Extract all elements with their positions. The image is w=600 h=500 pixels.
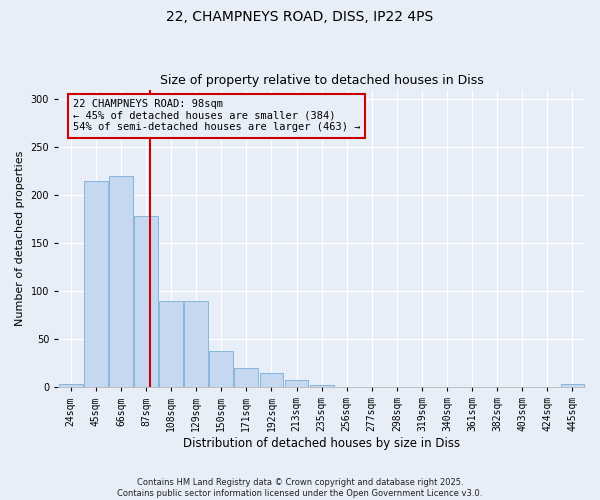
Bar — [284, 380, 308, 387]
Bar — [260, 373, 283, 387]
Bar — [560, 384, 584, 387]
Bar — [184, 301, 208, 387]
Title: Size of property relative to detached houses in Diss: Size of property relative to detached ho… — [160, 74, 484, 87]
Bar — [159, 301, 183, 387]
Y-axis label: Number of detached properties: Number of detached properties — [15, 150, 25, 326]
Text: 22, CHAMPNEYS ROAD, DISS, IP22 4PS: 22, CHAMPNEYS ROAD, DISS, IP22 4PS — [166, 10, 434, 24]
Bar — [84, 181, 108, 387]
Bar — [209, 350, 233, 387]
Text: 22 CHAMPNEYS ROAD: 98sqm
← 45% of detached houses are smaller (384)
54% of semi-: 22 CHAMPNEYS ROAD: 98sqm ← 45% of detach… — [73, 99, 360, 132]
Text: Contains HM Land Registry data © Crown copyright and database right 2025.
Contai: Contains HM Land Registry data © Crown c… — [118, 478, 482, 498]
Bar — [109, 176, 133, 387]
Bar — [134, 216, 158, 387]
Bar — [310, 385, 334, 387]
Bar — [235, 368, 258, 387]
X-axis label: Distribution of detached houses by size in Diss: Distribution of detached houses by size … — [183, 437, 460, 450]
Bar — [59, 384, 83, 387]
